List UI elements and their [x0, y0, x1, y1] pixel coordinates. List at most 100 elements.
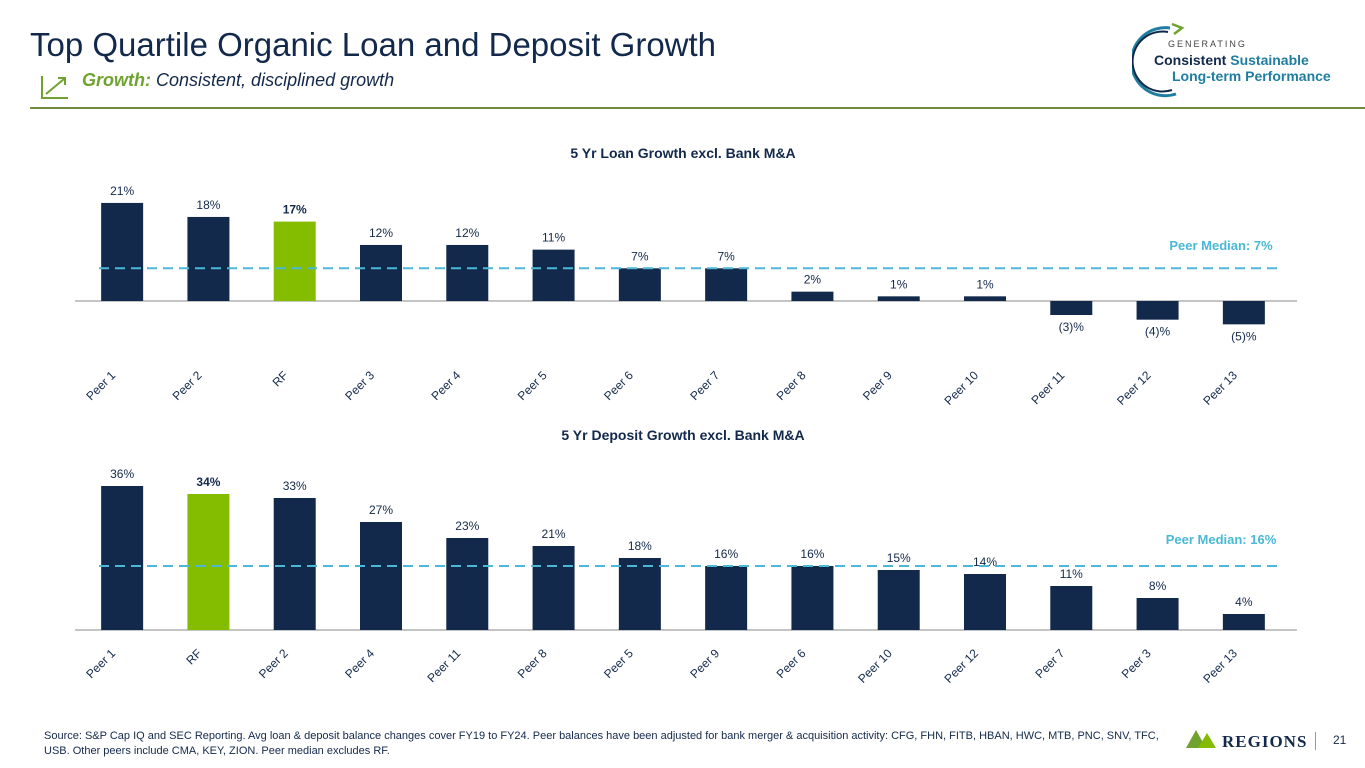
tick-label: Peer 2: [170, 368, 205, 403]
tick-label: Peer 12: [942, 646, 982, 686]
footer-divider: [1315, 732, 1316, 750]
bar-peer-8: [791, 291, 834, 301]
tick-label: Peer 2: [256, 646, 291, 681]
bar-peer-1: [101, 486, 144, 630]
bar-peer-7: [705, 268, 748, 301]
data-label: 21%: [110, 184, 134, 198]
tick-label: Peer 9: [687, 646, 722, 681]
data-label: 21%: [542, 527, 566, 541]
median-label: Peer Median: 16%: [1166, 532, 1277, 547]
bar-peer-9: [705, 566, 748, 630]
tick-label: Peer 3: [1119, 646, 1154, 681]
regions-logo: REGIONS: [1186, 728, 1306, 755]
chart-title: 5 Yr Loan Growth excl. Bank M&A: [570, 145, 795, 161]
header-divider: [30, 107, 1365, 109]
data-label: 34%: [196, 475, 220, 489]
bar-peer-10: [964, 296, 1006, 301]
tick-label: Peer 8: [774, 368, 809, 403]
bar-peer-13: [1222, 301, 1265, 325]
tick-label: Peer 4: [429, 368, 464, 403]
tick-label: Peer 6: [601, 368, 636, 403]
data-label: 12%: [455, 226, 479, 240]
data-label: 17%: [283, 203, 307, 217]
data-label: 7%: [631, 249, 649, 263]
badge-arc-icon: [1132, 22, 1185, 98]
data-label: 11%: [1060, 567, 1083, 581]
data-label: 12%: [369, 226, 393, 240]
data-label: 4%: [1235, 595, 1253, 609]
badge-line-1: GENERATING: [1168, 39, 1247, 49]
data-label: 2%: [804, 273, 822, 287]
bar-peer-7: [1050, 586, 1093, 630]
bar-peer-12: [1136, 301, 1179, 320]
subtitle-lead: Growth:: [82, 70, 151, 90]
data-label: 7%: [717, 249, 735, 263]
logo-wordmark: REGIONS: [1222, 732, 1308, 751]
data-label: 23%: [455, 519, 479, 533]
tick-label: Peer 5: [515, 368, 550, 403]
tick-label: Peer 1: [83, 368, 118, 403]
bar-peer-9: [877, 296, 920, 301]
bar-peer-8: [532, 546, 575, 630]
tick-label: Peer 10: [855, 646, 895, 686]
data-label: (5)%: [1231, 329, 1257, 343]
performance-badge: GENERATING Consistent Sustainable Long-t…: [1132, 20, 1347, 100]
data-label: (3)%: [1059, 320, 1085, 334]
bar-peer-11: [446, 538, 489, 630]
bar-peer-10: [877, 570, 920, 630]
bar-peer-6: [791, 566, 834, 630]
data-label: 36%: [110, 467, 134, 481]
tick-label: Peer 6: [774, 646, 809, 681]
subtitle-text: Consistent, disciplined growth: [156, 70, 395, 90]
data-label: 1%: [976, 277, 994, 291]
page-number: 21: [1333, 733, 1347, 747]
tick-label: Peer 10: [942, 368, 982, 408]
bar-peer-2: [273, 498, 316, 630]
bar-peer-6: [618, 268, 661, 301]
tick-label: Peer 9: [860, 368, 895, 403]
tick-label: Peer 11: [1028, 368, 1067, 407]
tick-label: Peer 13: [1200, 646, 1240, 686]
tick-label: Peer 12: [1114, 368, 1154, 408]
data-label: 15%: [887, 551, 911, 565]
bar-peer-2: [187, 216, 230, 301]
page-title: Top Quartile Organic Loan and Deposit Gr…: [30, 26, 717, 63]
tick-label: Peer 4: [342, 646, 377, 681]
tick-label: Peer 5: [601, 646, 636, 681]
tick-label: Peer 7: [1033, 646, 1068, 681]
chart-title: 5 Yr Deposit Growth excl. Bank M&A: [561, 427, 804, 443]
data-label: 16%: [714, 547, 738, 561]
data-label: (4)%: [1145, 325, 1171, 339]
data-label: 18%: [628, 539, 652, 553]
bar-peer-3: [1136, 598, 1179, 630]
regions-triangles-icon: [1186, 730, 1216, 748]
tick-label: Peer 11: [424, 646, 463, 685]
data-label: 18%: [196, 198, 220, 212]
bar-rf: [273, 221, 316, 301]
tick-label: Peer 8: [515, 646, 550, 681]
tick-label: RF: [270, 368, 291, 389]
bar-peer-4: [360, 522, 402, 630]
tick-label: RF: [183, 646, 204, 667]
bar-peer-4: [446, 244, 489, 301]
data-label: 8%: [1149, 579, 1167, 593]
deposit-growth-chart: 5 Yr Deposit Growth excl. Bank M&A 36% Pee…: [75, 427, 1297, 686]
median-label: Peer Median: 7%: [1169, 238, 1273, 253]
data-label: 1%: [890, 277, 908, 291]
tick-label: Peer 7: [687, 368, 722, 403]
data-label: 27%: [369, 503, 393, 517]
bar-peer-5: [532, 249, 575, 301]
bar-peer-12: [964, 574, 1006, 630]
tick-label: Peer 3: [342, 368, 377, 403]
bar-rf: [187, 494, 230, 630]
tick-label: Peer 13: [1200, 368, 1240, 408]
bar-peer-1: [101, 202, 144, 301]
bar-peer-13: [1222, 614, 1265, 630]
growth-arrow-icon: [41, 76, 68, 99]
bar-peer-11: [1050, 301, 1093, 316]
badge-line-3: Long-term Performance: [1172, 68, 1331, 84]
data-label: 11%: [542, 231, 565, 245]
badge-word-consistent: Consistent: [1154, 52, 1227, 68]
bar-peer-3: [360, 244, 402, 301]
data-label: 33%: [283, 479, 307, 493]
